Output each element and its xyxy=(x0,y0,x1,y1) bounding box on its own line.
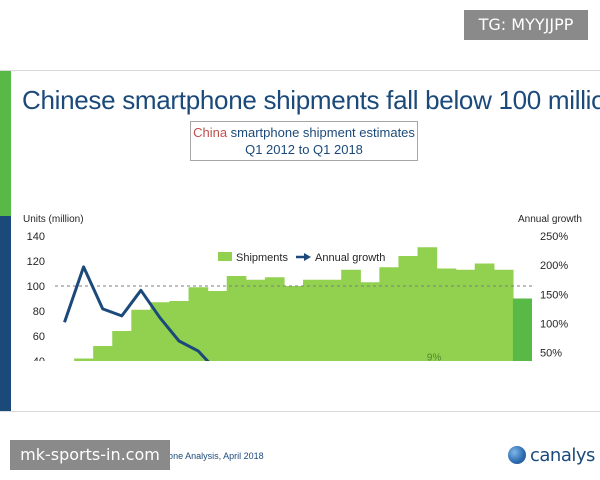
chart-plot: 9%-3%-5%-14%-21% Units (million)Annual g… xyxy=(23,214,582,361)
shipment-bar xyxy=(303,279,323,361)
shipment-bar xyxy=(131,309,151,361)
shipment-bar xyxy=(512,298,532,361)
shipment-bar xyxy=(455,269,476,361)
legend-arrow-growth xyxy=(304,253,311,261)
shipment-bar xyxy=(93,346,113,361)
subtitle-rest: smartphone shipment estimates xyxy=(227,125,415,140)
shipment-bar xyxy=(493,269,514,361)
shipment-bar xyxy=(112,331,132,361)
subtitle-period: Q1 2012 to Q1 2018 xyxy=(245,142,363,157)
tg-badge: TG: MYYJJPP xyxy=(464,10,588,40)
y-tick-left: 100 xyxy=(27,281,45,293)
y-tick-left: 60 xyxy=(33,331,45,343)
legend-label-shipments: Shipments xyxy=(236,252,288,264)
y-tick-left: 80 xyxy=(33,306,45,318)
y-tick-right: 100% xyxy=(540,319,568,331)
shipment-bar xyxy=(436,268,457,361)
accent-bar-green xyxy=(0,71,11,216)
subtitle-china: China xyxy=(193,125,228,140)
shipment-bar xyxy=(474,263,495,361)
shipment-bar xyxy=(379,267,400,361)
shipment-bar xyxy=(417,247,438,361)
shipment-bar xyxy=(169,301,190,361)
shipment-bar xyxy=(360,282,380,361)
shipment-bar xyxy=(188,287,209,361)
y-tick-left: 140 xyxy=(27,231,45,243)
y-tick-right: 200% xyxy=(540,260,568,272)
shipment-bar xyxy=(322,279,342,361)
shipment-bar xyxy=(398,256,419,361)
shipment-bar xyxy=(226,276,247,361)
brand: canalys xyxy=(508,444,595,466)
growth-line xyxy=(63,265,210,361)
growth-label: 9% xyxy=(427,353,442,361)
chart-card: Chinese smartphone shipments fall below … xyxy=(0,70,600,466)
legend-label-growth: Annual growth xyxy=(315,252,385,264)
y-tick-left: 120 xyxy=(27,256,45,268)
y-tick-right: 250% xyxy=(540,231,568,243)
shipment-bar xyxy=(150,302,171,361)
y-axis-right-title: Annual growth xyxy=(518,214,582,225)
accent-bar-blue xyxy=(0,216,11,411)
globe-icon xyxy=(508,446,526,464)
legend-swatch-shipments xyxy=(218,252,232,261)
shipment-bar xyxy=(207,291,228,361)
y-tick-right: 150% xyxy=(540,289,568,301)
chart-subtitle-box: China smartphone shipment estimates Q1 2… xyxy=(190,121,418,161)
shipment-bar xyxy=(283,286,304,361)
brand-name: canalys xyxy=(530,444,595,466)
shipment-bar xyxy=(341,269,361,361)
y-tick-right: 50% xyxy=(540,348,562,360)
site-badge: mk-sports-in.com xyxy=(10,440,170,470)
shipment-bar xyxy=(264,277,285,361)
shipment-bar xyxy=(245,279,266,361)
shipment-bar xyxy=(74,358,94,361)
y-tick-left: 40 xyxy=(33,356,45,361)
y-axis-left-title: Units (million) xyxy=(23,214,84,225)
chart-headline: Chinese smartphone shipments fall below … xyxy=(22,85,600,115)
